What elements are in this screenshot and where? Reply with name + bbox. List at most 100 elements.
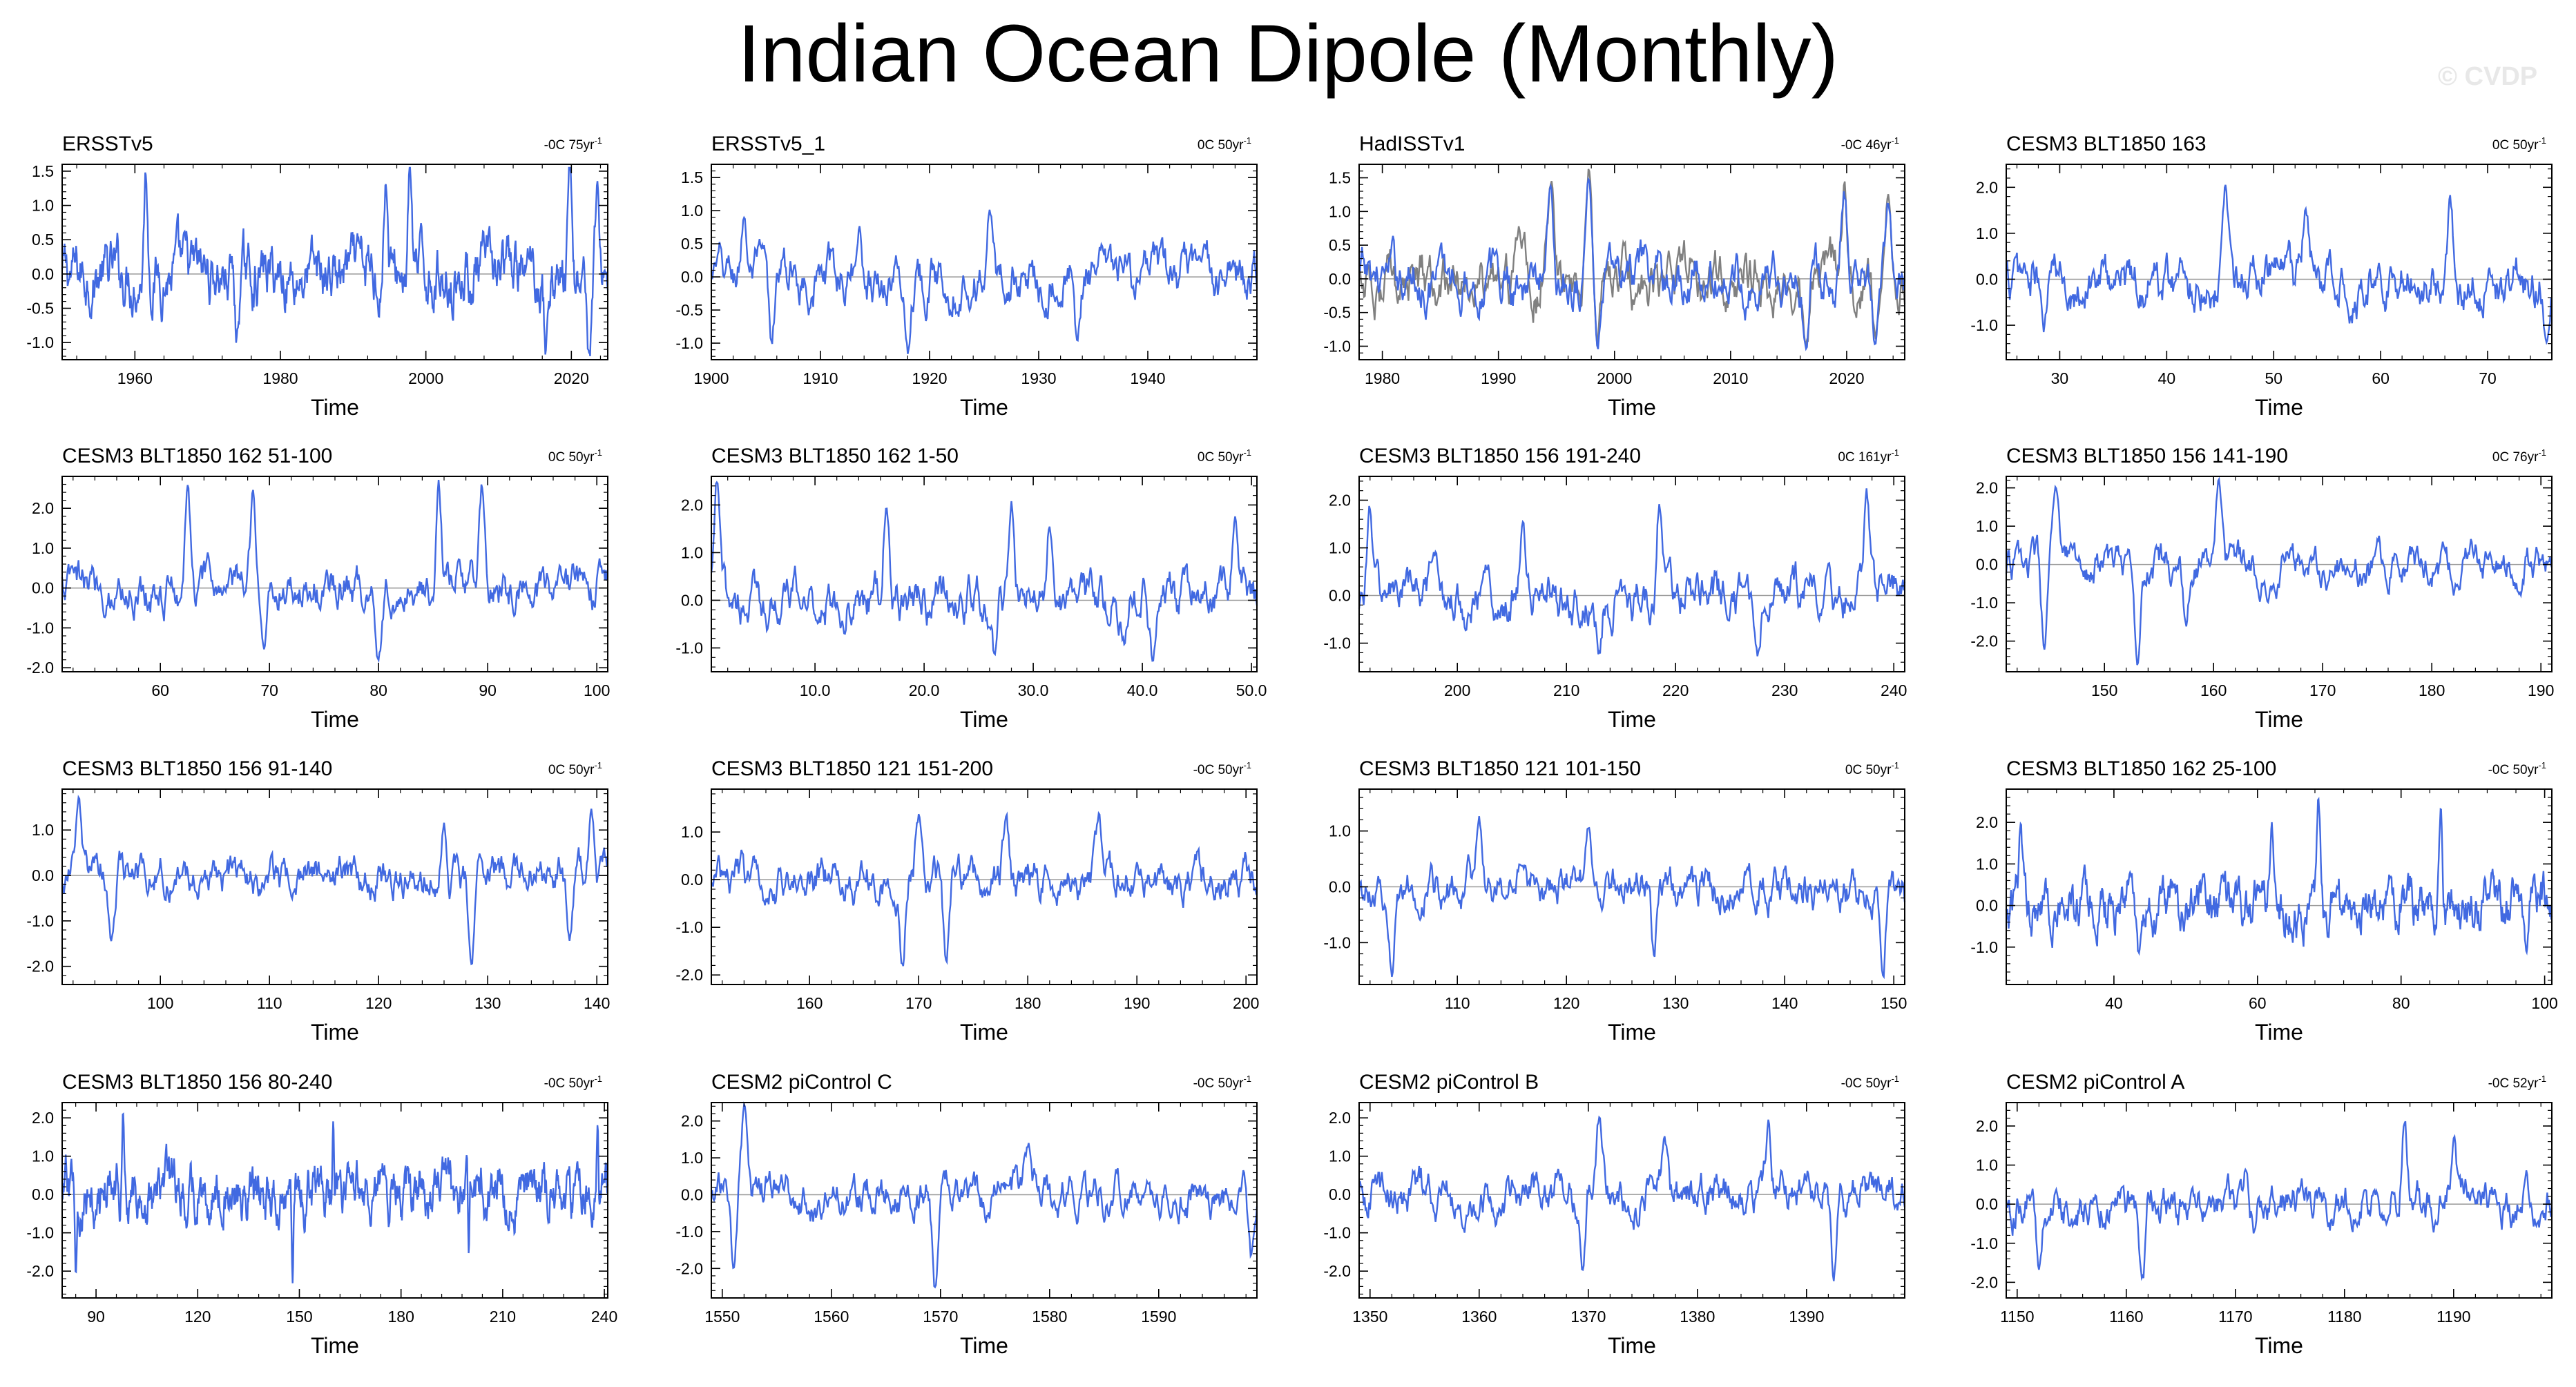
y-tick-label: -1.0	[675, 334, 703, 352]
x-tick-label: 170	[905, 994, 932, 1012]
series-line	[2005, 1121, 2553, 1281]
panel-label: CESM2 piControl A	[2006, 1071, 2184, 1094]
trend-label: 0C 50yr-1	[548, 447, 602, 465]
x-tick-label: 90	[87, 1308, 105, 1326]
y-tick-label: 2.0	[1976, 178, 1998, 196]
y-tick-label: -2.0	[1970, 632, 1998, 650]
y-tick-label: 0.0	[32, 866, 54, 884]
x-axis-title: Time	[2255, 395, 2303, 420]
panel-label: CESM2 piControl B	[1359, 1071, 1539, 1094]
x-tick-label: 1900	[693, 369, 729, 387]
x-axis-title: Time	[311, 1333, 359, 1358]
trend-label: -0C 46yr-1	[1841, 135, 1899, 153]
x-tick-label: 100	[147, 994, 173, 1012]
panel-label: HadISSTv1	[1359, 133, 1465, 155]
x-tick-label: 140	[584, 994, 610, 1012]
series-line	[61, 795, 609, 966]
x-tick-label: 1560	[814, 1308, 849, 1326]
x-tick-label: 150	[2091, 681, 2117, 699]
x-axis-title: Time	[1608, 395, 1656, 420]
y-tick-label: 0.0	[1329, 587, 1351, 605]
y-tick-label: -2.0	[26, 958, 54, 976]
x-tick-label: 1190	[2436, 1308, 2470, 1326]
y-tick-label: 1.0	[1976, 224, 1998, 242]
x-tick-label: 230	[1771, 681, 1798, 699]
y-tick-label: 0.0	[681, 871, 703, 889]
series-line	[2005, 184, 2553, 345]
panel-label: CESM3 BLT1850 156 91-140	[62, 757, 332, 780]
x-tick-label: 20.0	[909, 681, 940, 699]
y-tick-label: -1.0	[675, 639, 703, 657]
x-tick-label: 120	[184, 1308, 211, 1326]
y-tick-label: -1.0	[1970, 594, 1998, 612]
y-tick-label: -1.0	[675, 1223, 703, 1241]
y-tick-label: 0.0	[681, 1185, 703, 1203]
y-tick-label: -1.0	[26, 619, 54, 637]
x-axis-title: Time	[311, 395, 359, 420]
x-tick-label: 1960	[117, 369, 153, 387]
x-tick-label: 100	[2531, 994, 2557, 1012]
series-line	[1359, 177, 1906, 351]
panel-label: CESM3 BLT1850 156 80-240	[62, 1071, 332, 1094]
x-tick-label: 200	[1233, 994, 1259, 1012]
y-tick-label: 2.0	[32, 499, 54, 517]
x-tick-label: 1390	[1789, 1308, 1824, 1326]
y-tick-label: 0.0	[1976, 1195, 1998, 1213]
y-tick-label: 0.0	[681, 591, 703, 609]
x-tick-label: 50	[2265, 369, 2282, 387]
page-title: Indian Ocean Dipole (Monthly)	[738, 8, 1838, 99]
panel-label: CESM3 BLT1850 163	[2006, 133, 2207, 155]
panel-label: CESM3 BLT1850 162 1-50	[711, 445, 959, 467]
x-axis-title: Time	[960, 1020, 1008, 1045]
y-tick-label: 1.5	[32, 162, 54, 180]
x-tick-label: 240	[1881, 681, 1907, 699]
x-tick-label: 1380	[1680, 1308, 1715, 1326]
panel-label: CESM3 BLT1850 156 141-190	[2006, 445, 2288, 467]
x-tick-label: 1940	[1130, 369, 1165, 387]
x-tick-label: 190	[1124, 994, 1150, 1012]
panel-label: ERSSTv5	[62, 133, 153, 155]
trend-label: -0C 50yr-1	[1841, 1074, 1899, 1091]
y-tick-label: -1.0	[675, 918, 703, 936]
panel-12: CESM3 BLT1850 162 25-100 -0C 50yr-1 -1.0 0.…	[1970, 757, 2557, 1045]
x-tick-label: 1170	[2218, 1308, 2252, 1326]
x-tick-label: 1160	[2109, 1308, 2143, 1326]
series-line	[1358, 488, 1906, 657]
y-tick-label: 1.0	[32, 197, 54, 215]
x-axis-title: Time	[1608, 1020, 1656, 1045]
x-axis-title: Time	[1608, 1333, 1656, 1358]
y-tick-label: 2.0	[681, 496, 703, 514]
x-tick-label: 1370	[1570, 1308, 1606, 1326]
x-tick-label: 2020	[554, 369, 589, 387]
x-tick-label: 110	[257, 994, 282, 1012]
trend-label: 0C 50yr-1	[1845, 760, 1899, 777]
x-tick-label: 210	[1553, 681, 1579, 699]
x-tick-label: 110	[1445, 994, 1470, 1012]
x-tick-label: 80	[369, 681, 387, 699]
x-axis-title: Time	[311, 707, 359, 732]
x-axis-title: Time	[960, 1333, 1008, 1358]
trend-label: 0C 50yr-1	[1198, 135, 1251, 153]
x-tick-label: 190	[2528, 681, 2554, 699]
y-tick-label: -1.0	[1970, 1234, 1998, 1252]
y-tick-label: -0.5	[675, 301, 703, 319]
x-tick-label: 120	[1553, 994, 1579, 1012]
x-tick-label: 1910	[802, 369, 838, 387]
y-tick-label: -2.0	[26, 659, 54, 677]
y-tick-label: -1.0	[1323, 1224, 1351, 1242]
series-line	[2005, 476, 2553, 666]
y-tick-label: 2.0	[1976, 813, 1998, 831]
y-tick-label: -1.0	[26, 333, 54, 351]
y-tick-label: -2.0	[1970, 1273, 1998, 1291]
x-tick-label: 160	[2200, 681, 2227, 699]
y-tick-label: 0.5	[32, 231, 54, 249]
y-tick-label: 0.0	[32, 579, 54, 597]
x-tick-label: 1590	[1141, 1308, 1176, 1326]
trend-label: -0C 50yr-1	[1193, 760, 1251, 777]
y-tick-label: 1.0	[1976, 1156, 1998, 1174]
x-tick-label: 240	[591, 1308, 617, 1326]
y-tick-label: -2.0	[1323, 1262, 1351, 1280]
x-tick-label: 160	[796, 994, 823, 1012]
panel-label: CESM3 BLT1850 156 191-240	[1359, 445, 1641, 467]
